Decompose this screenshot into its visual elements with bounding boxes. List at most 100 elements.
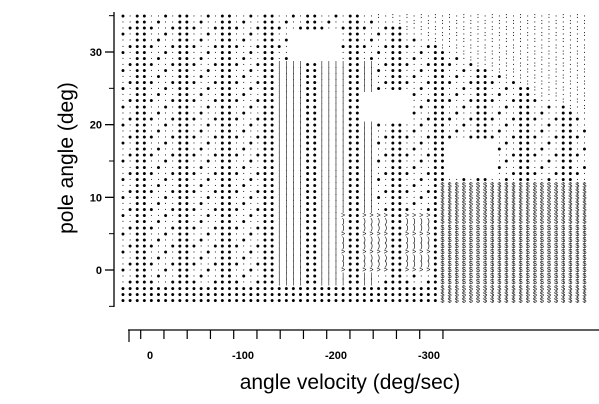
glyph-mark: · xyxy=(163,37,167,45)
glyph-mark: ● xyxy=(227,134,231,142)
glyph-mark: · xyxy=(426,176,430,184)
glyph-mark: $ xyxy=(497,267,501,275)
glyph-mark: $ xyxy=(526,219,530,227)
glyph-mark: ● xyxy=(185,182,189,190)
glyph-mark: $ xyxy=(490,231,494,239)
glyph-mark: : xyxy=(455,19,459,27)
glyph-mark: · xyxy=(575,43,579,51)
glyph-mark: · xyxy=(121,243,125,251)
glyph-mark: ● xyxy=(305,195,309,203)
glyph-mark: $ xyxy=(455,219,459,227)
glyph-mark: · xyxy=(476,43,480,51)
glyph-mark: ● xyxy=(313,25,317,33)
glyph-mark: · xyxy=(376,25,380,33)
glyph-mark: ● xyxy=(249,140,253,148)
glyph-mark: · xyxy=(504,170,508,178)
glyph-mark: ● xyxy=(135,261,139,269)
glyph-mark: $ xyxy=(533,279,537,287)
glyph-mark: · xyxy=(242,170,246,178)
glyph-mark: · xyxy=(128,176,132,184)
glyph-mark: ● xyxy=(213,297,217,305)
glyph-mark: · xyxy=(213,176,217,184)
glyph-mark: · xyxy=(575,122,579,130)
glyph-mark: $ xyxy=(582,231,586,239)
glyph-mark: · xyxy=(376,182,380,190)
glyph-mark: ● xyxy=(171,279,175,287)
glyph-mark: ● xyxy=(178,188,182,196)
glyph-mark: · xyxy=(526,61,530,69)
glyph-mark: ● xyxy=(128,207,132,215)
glyph-mark: ● xyxy=(220,279,224,287)
glyph-mark: $ xyxy=(518,273,522,281)
glyph-mark: | xyxy=(327,128,331,136)
glyph-mark: · xyxy=(234,249,238,257)
glyph-mark: · xyxy=(199,116,203,124)
glyph-mark: ● xyxy=(270,170,274,178)
glyph-mark: ● xyxy=(575,116,579,124)
glyph-mark: $ xyxy=(582,291,586,299)
glyph-mark: $ xyxy=(469,243,473,251)
glyph-mark: ● xyxy=(220,31,224,39)
glyph-mark: · xyxy=(249,279,253,287)
glyph-mark: ● xyxy=(305,104,309,112)
glyph-mark: | xyxy=(362,140,366,148)
glyph-mark: ● xyxy=(263,43,267,51)
glyph-mark: | xyxy=(362,188,366,196)
glyph-mark: ● xyxy=(313,285,317,293)
glyph-mark: | xyxy=(284,110,288,118)
glyph-mark: · xyxy=(575,19,579,27)
glyph-mark: $ xyxy=(547,231,551,239)
glyph-mark: ● xyxy=(178,291,182,299)
glyph-mark: | xyxy=(369,170,373,178)
glyph-mark: ● xyxy=(220,146,224,154)
glyph-mark: $ xyxy=(540,273,544,281)
glyph-mark: ● xyxy=(355,249,359,257)
glyph-mark: · xyxy=(149,122,153,130)
glyph-mark: : xyxy=(568,80,572,88)
glyph-mark: · xyxy=(199,43,203,51)
glyph-mark: · xyxy=(242,122,246,130)
glyph-mark: | xyxy=(334,243,338,251)
glyph-mark: $ xyxy=(547,195,551,203)
glyph-mark: · xyxy=(384,13,388,21)
glyph-mark: ● xyxy=(220,110,224,118)
glyph-mark: > xyxy=(405,213,409,221)
glyph-mark: > xyxy=(412,267,416,275)
glyph-mark: ● xyxy=(518,164,522,172)
glyph-mark: $ xyxy=(575,261,579,269)
glyph-mark: ● xyxy=(135,49,139,57)
glyph-mark: | xyxy=(277,110,281,118)
glyph-mark: ● xyxy=(263,13,267,21)
glyph-mark: ● xyxy=(341,43,345,51)
glyph-mark: · xyxy=(199,67,203,75)
glyph-mark: ● xyxy=(135,134,139,142)
glyph-mark: · xyxy=(384,195,388,203)
glyph-mark: $ xyxy=(547,237,551,245)
glyph-mark: · xyxy=(582,122,586,130)
glyph-mark: ● xyxy=(433,80,437,88)
glyph-mark: ● xyxy=(149,243,153,251)
glyph-mark: ● xyxy=(270,98,274,106)
glyph-mark: · xyxy=(455,13,459,21)
glyph-mark: $ xyxy=(440,207,444,215)
glyph-mark: · xyxy=(249,116,253,124)
glyph-mark: ● xyxy=(355,80,359,88)
glyph-mark: · xyxy=(455,25,459,33)
glyph-mark: ● xyxy=(128,243,132,251)
glyph-mark: ● xyxy=(227,104,231,112)
glyph-mark: | xyxy=(334,170,338,178)
glyph-mark: · xyxy=(419,80,423,88)
glyph-mark: $ xyxy=(526,273,530,281)
glyph-mark: · xyxy=(575,55,579,63)
glyph-mark: | xyxy=(320,201,324,209)
glyph-mark: · xyxy=(192,176,196,184)
glyph-mark: ● xyxy=(270,37,274,45)
glyph-mark: ● xyxy=(526,104,530,112)
glyph-mark: · xyxy=(426,273,430,281)
glyph-mark: · xyxy=(149,231,153,239)
glyph-mark: ● xyxy=(270,195,274,203)
glyph-mark: · xyxy=(213,110,217,118)
glyph-mark: ● xyxy=(277,297,281,305)
glyph-mark: · xyxy=(419,98,423,106)
glyph-mark: ● xyxy=(185,213,189,221)
